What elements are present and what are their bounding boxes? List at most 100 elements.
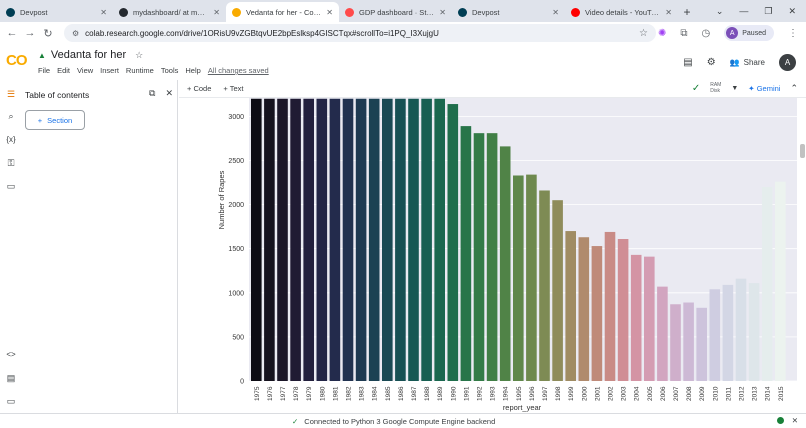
close-status-icon[interactable]: ✕ — [791, 416, 798, 425]
x-tick-label: 2000 — [581, 386, 588, 401]
variables-icon[interactable]: {x} — [6, 135, 16, 144]
x-tick-label: 2005 — [647, 386, 654, 401]
close-tab-icon[interactable]: ✕ — [439, 7, 446, 17]
plus-icon: + — [37, 115, 43, 125]
streamlit-favicon-icon — [345, 7, 354, 17]
add-section-button[interactable]: + Section — [25, 110, 85, 130]
y-tick-label: 2500 — [228, 158, 244, 165]
reload-icon[interactable]: ↻ — [43, 27, 53, 40]
browser-tab[interactable]: Devpost ✕ — [452, 2, 565, 22]
close-tab-icon[interactable]: ✕ — [100, 7, 107, 17]
browser-tab[interactable]: GDP dashboard · Streamlit ✕ — [339, 2, 452, 22]
x-tick-label: 1987 — [411, 386, 418, 401]
site-info-icon[interactable]: ⚙ — [72, 28, 80, 38]
resource-monitor[interactable]: RAM Disk — [710, 82, 721, 94]
bar — [630, 254, 642, 381]
command-palette-icon[interactable]: ▤ — [6, 373, 16, 383]
x-tick-label: 1990 — [450, 386, 457, 401]
close-tab-icon[interactable]: ✕ — [213, 7, 220, 17]
save-status-link[interactable]: All changes saved — [207, 66, 269, 75]
browser-tab[interactable]: mydashboard/ at main · ara ✕ — [113, 2, 226, 22]
section-button-label: Section — [47, 115, 73, 125]
extensions-puzzle-icon[interactable]: ⧉ — [680, 27, 688, 39]
url-text: colab.research.google.com/drive/1ORisU9v… — [85, 28, 439, 38]
comment-icon[interactable]: ▤ — [683, 57, 693, 68]
restore-icon[interactable]: ❐ — [764, 5, 773, 16]
bar — [434, 98, 445, 381]
x-tick-label: 1983 — [359, 386, 366, 401]
table-of-contents-icon[interactable]: ☰ — [6, 89, 16, 99]
colab-favicon-icon — [232, 7, 241, 17]
runtime-dropdown-icon[interactable]: ▼ — [731, 84, 739, 92]
back-icon[interactable]: ← — [6, 27, 18, 39]
add-text-cell-button[interactable]: + Text — [223, 84, 244, 93]
collapse-chevron-icon[interactable]: ⌃ — [790, 82, 798, 93]
chevron-down-icon[interactable]: ⌄ — [715, 5, 724, 16]
close-tab-icon[interactable]: ✕ — [665, 7, 672, 17]
account-avatar[interactable]: A — [779, 54, 796, 71]
colab-logo[interactable]: CO — [6, 52, 27, 69]
menu-bar: File Edit View Insert Runtime Tools Help… — [38, 66, 269, 75]
bar — [473, 133, 485, 381]
x-tick-label: 1992 — [477, 386, 484, 401]
bar — [513, 175, 524, 381]
x-tick-label: 2004 — [634, 386, 641, 401]
browser-tab-bar: Devpost ✕ mydashboard/ at main · ara ✕ V… — [0, 0, 806, 22]
menu-edit[interactable]: Edit — [57, 66, 71, 75]
settings-gear-icon[interactable]: ⚙ — [706, 57, 716, 68]
y-tick-label: 0 — [240, 379, 244, 386]
share-button[interactable]: 👥 Share — [730, 58, 765, 67]
browser-tab-active[interactable]: Vedanta for her - Colab ✕ — [226, 2, 339, 22]
url-bar[interactable]: ⚙ colab.research.google.com/drive/1ORisU… — [64, 24, 656, 42]
bar — [251, 98, 262, 381]
browser-tab[interactable]: Devpost ✕ — [0, 2, 113, 22]
close-panel-icon[interactable]: ✕ — [165, 88, 173, 98]
minimize-icon[interactable]: — — [739, 6, 749, 16]
y-tick-label: 1000 — [228, 290, 244, 297]
x-tick-label: 1982 — [346, 386, 353, 401]
bar — [355, 98, 367, 381]
x-tick-label: 2008 — [686, 386, 693, 401]
x-tick-label: 1976 — [267, 386, 274, 401]
open-in-tab-icon[interactable]: ⧉ — [149, 88, 156, 98]
bar — [722, 284, 734, 381]
menu-file[interactable]: File — [38, 66, 51, 75]
browser-tab[interactable]: Video details - YouTube St ✕ — [565, 2, 678, 22]
status-check-icon: ✓ — [292, 417, 299, 426]
menu-view[interactable]: View — [77, 66, 94, 75]
files-folder-icon[interactable]: ▭ — [6, 181, 16, 191]
profile-paused-button[interactable]: A Paused — [724, 25, 774, 41]
extension-icon[interactable]: ✺ — [657, 27, 667, 39]
notebook-title[interactable]: Vedanta for her — [50, 49, 127, 61]
menu-tools[interactable]: Tools — [160, 66, 179, 75]
menu-insert[interactable]: Insert — [100, 66, 119, 75]
close-tab-icon[interactable]: ✕ — [326, 7, 333, 17]
new-tab-button[interactable]: + — [683, 5, 691, 19]
scrollbar-thumb[interactable] — [800, 144, 805, 158]
add-code-cell-button[interactable]: + Code — [187, 84, 212, 93]
x-tick-label: 2007 — [673, 386, 680, 401]
search-icon[interactable]: ⌕ — [8, 111, 14, 121]
toc-controls: ⧉ ✕ — [149, 88, 173, 99]
close-tab-icon[interactable]: ✕ — [552, 7, 559, 17]
y-tick-label: 1500 — [228, 246, 244, 253]
bookmark-star-icon[interactable]: ☆ — [639, 27, 648, 39]
code-snippets-icon[interactable]: <> — [6, 350, 16, 359]
bar — [578, 237, 590, 381]
colab-header: CO ▲ Vedanta for her ☆ File Edit View In… — [0, 44, 806, 80]
browser-menu-icon[interactable]: ⋮ — [788, 27, 798, 39]
terminal-icon[interactable]: ▭ — [6, 396, 16, 406]
forward-icon[interactable]: → — [24, 27, 36, 39]
star-icon[interactable]: ☆ — [135, 49, 144, 60]
menu-help[interactable]: Help — [185, 66, 201, 75]
secrets-key-icon[interactable]: ⚿ — [7, 158, 15, 168]
bar — [382, 98, 393, 381]
bar — [761, 186, 773, 381]
x-tick-label: 1989 — [437, 386, 444, 401]
gemini-button[interactable]: ✦ Gemini — [748, 84, 780, 93]
menu-runtime[interactable]: Runtime — [125, 66, 154, 75]
bar — [421, 98, 432, 381]
close-window-icon[interactable]: ✕ — [788, 5, 796, 16]
history-icon[interactable]: ◷ — [701, 27, 711, 39]
y-tick-label: 2000 — [228, 202, 244, 209]
